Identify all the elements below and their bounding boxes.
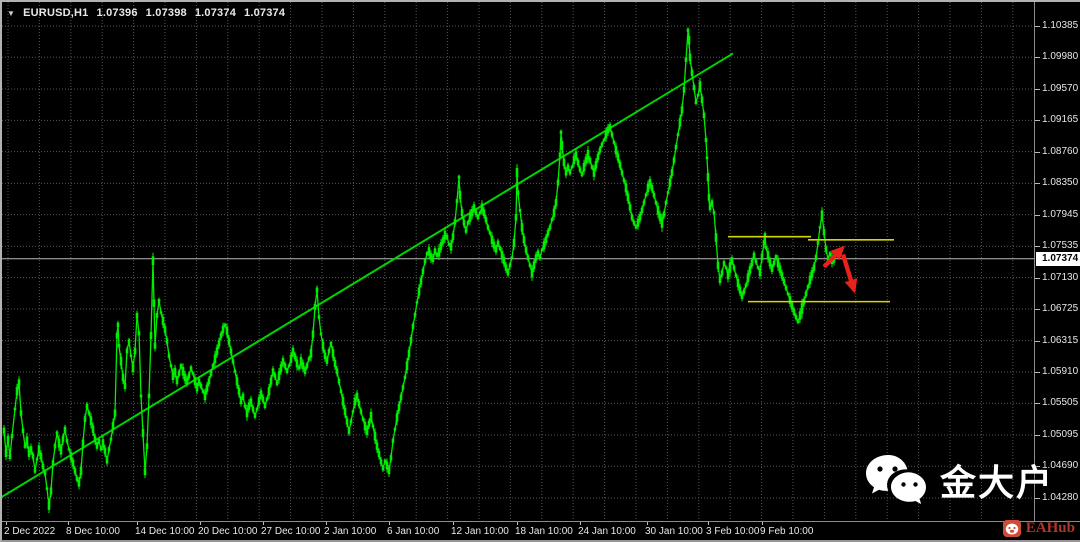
price-axis-label: 1.10385 — [1034, 20, 1079, 31]
time-axis-tick — [6, 522, 7, 525]
time-axis-label: 6 Jan 10:00 — [387, 526, 440, 537]
price-axis-label: 1.07535 — [1034, 240, 1079, 252]
time-axis-tick — [326, 522, 327, 525]
time-axis-tick — [517, 522, 518, 525]
price-axis-label: 1.05910 — [1034, 365, 1079, 377]
time-axis-tick — [263, 522, 264, 525]
current-price-tag: 1.07374 — [1036, 251, 1080, 266]
price-axis-label: 1.08350 — [1034, 177, 1079, 189]
time-axis[interactable]: 2 Dec 2022 8 Dec 10:00 14 Dec 10:00 20 Dec … — [2, 521, 1080, 540]
price-axis-label: 1.06725 — [1034, 302, 1079, 314]
price-axis-label: 1.07130 — [1034, 271, 1079, 283]
resistance-support-lines[interactable] — [728, 235, 894, 303]
time-axis-tick — [762, 522, 763, 525]
time-axis-label: 30 Jan 10:00 — [645, 526, 703, 537]
time-axis-tick — [647, 522, 648, 525]
brand-name: 金大户 — [939, 462, 1054, 503]
low-value: 1.07374 — [194, 7, 237, 19]
chart-plot-area[interactable]: ▼ EURUSD,H1 1.07396 1.07398 1.07374 1.07… — [2, 2, 1034, 521]
price-axis-label: 1.05095 — [1034, 428, 1079, 440]
price-axis-label: 1.09980 — [1034, 51, 1079, 63]
time-axis-tick — [137, 522, 138, 525]
price-axis-label: 1.04690 — [1034, 460, 1079, 472]
high-value: 1.07398 — [145, 7, 187, 19]
price-axis-label: 1.09165 — [1034, 114, 1079, 126]
time-axis-label: 14 Dec 10:00 — [135, 526, 195, 537]
time-axis-label: 27 Dec 10:00 — [261, 526, 321, 537]
grid-lines — [2, 2, 1034, 521]
time-axis-tick — [453, 522, 454, 525]
price-axis-label: 1.04280 — [1034, 492, 1079, 503]
price-axis-label: 1.06315 — [1034, 334, 1079, 346]
time-axis-label: 8 Dec 10:00 — [66, 526, 120, 537]
eahub-logo-icon — [1002, 520, 1021, 537]
price-axis-label: 1.07945 — [1034, 208, 1079, 220]
sell-arrow[interactable] — [822, 245, 858, 294]
time-axis-tick — [389, 522, 390, 525]
open-value: 1.07396 — [96, 7, 138, 19]
price-axis[interactable]: 1.07374 1.10385 1.09980 1.09570 1.09165 1.08… — [1034, 2, 1080, 521]
price-axis-label: 1.09570 — [1034, 83, 1079, 94]
price-axis-label: 1.08760 — [1034, 145, 1079, 157]
time-axis-label: 2 Dec 2022 — [4, 526, 56, 537]
time-axis-label: 18 Jan 10:00 — [515, 526, 573, 537]
time-axis-label: 24 Jan 10:00 — [578, 526, 636, 537]
price-chart[interactable] — [2, 2, 1034, 521]
time-axis-label: 9 Feb 10:00 — [760, 526, 814, 537]
chart-header: ▼ EURUSD,H1 1.07396 1.07398 1.07374 1.07… — [7, 7, 285, 19]
symbol-period-label: EURUSD,H1 — [23, 7, 89, 19]
time-axis-label: 3 Feb 10:00 — [706, 526, 760, 537]
chevron-down-icon[interactable]: ▼ — [7, 8, 16, 18]
wechat-icon — [865, 455, 926, 504]
time-axis-label: 20 Dec 10:00 — [198, 526, 258, 537]
time-axis-tick — [200, 522, 201, 525]
time-axis-tick — [580, 522, 581, 525]
time-axis-tick — [68, 522, 69, 525]
brand-watermark: 金大户 — [864, 454, 1054, 506]
eahub-badge: EAHub — [1002, 519, 1075, 537]
time-axis-tick — [708, 522, 709, 525]
price-axis-label: 1.05505 — [1034, 397, 1079, 409]
time-axis-label: 2 Jan 10:00 — [324, 526, 377, 537]
eahub-label: EAHub — [1025, 519, 1075, 536]
time-axis-label: 12 Jan 10:00 — [451, 526, 509, 537]
close-value: 1.07374 — [244, 7, 286, 19]
candlesticks — [2, 27, 836, 514]
